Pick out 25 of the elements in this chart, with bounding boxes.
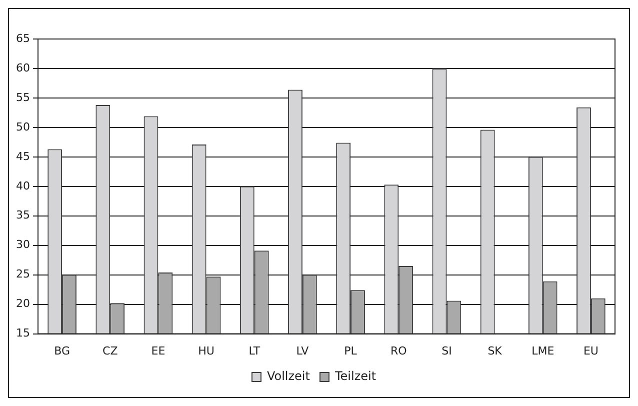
y-tick-label: 20: [16, 297, 30, 310]
x-tick-label: HU: [198, 344, 214, 358]
y-tick-label: 25: [16, 268, 30, 281]
y-tick-label: 60: [16, 61, 30, 74]
x-tick-label: PL: [344, 344, 358, 358]
y-tick-label: 50: [16, 120, 30, 134]
y-tick-label: 55: [16, 90, 30, 104]
legend-label: Teilzeit: [334, 369, 376, 384]
x-tick-label: LT: [248, 344, 260, 358]
legend-label: Vollzeit: [266, 369, 310, 384]
x-tick-label: EU: [583, 344, 598, 358]
y-tick-label: 45: [16, 150, 30, 163]
x-tick-label: BG: [54, 344, 70, 358]
x-tick-label: CZ: [102, 344, 118, 358]
y-tick-label: 40: [16, 179, 30, 192]
y-tick-label: 30: [16, 238, 30, 252]
x-tick-label: LV: [296, 344, 310, 358]
y-tick-label: 35: [16, 208, 30, 222]
y-tick-label: 15: [16, 326, 30, 340]
x-tick-label: SI: [442, 344, 452, 358]
x-tick-label: SK: [488, 344, 503, 358]
x-tick-label: RO: [390, 344, 408, 358]
x-tick-label: EE: [151, 344, 166, 358]
y-tick-label: 65: [16, 32, 30, 45]
x-tick-label: LME: [532, 344, 554, 358]
